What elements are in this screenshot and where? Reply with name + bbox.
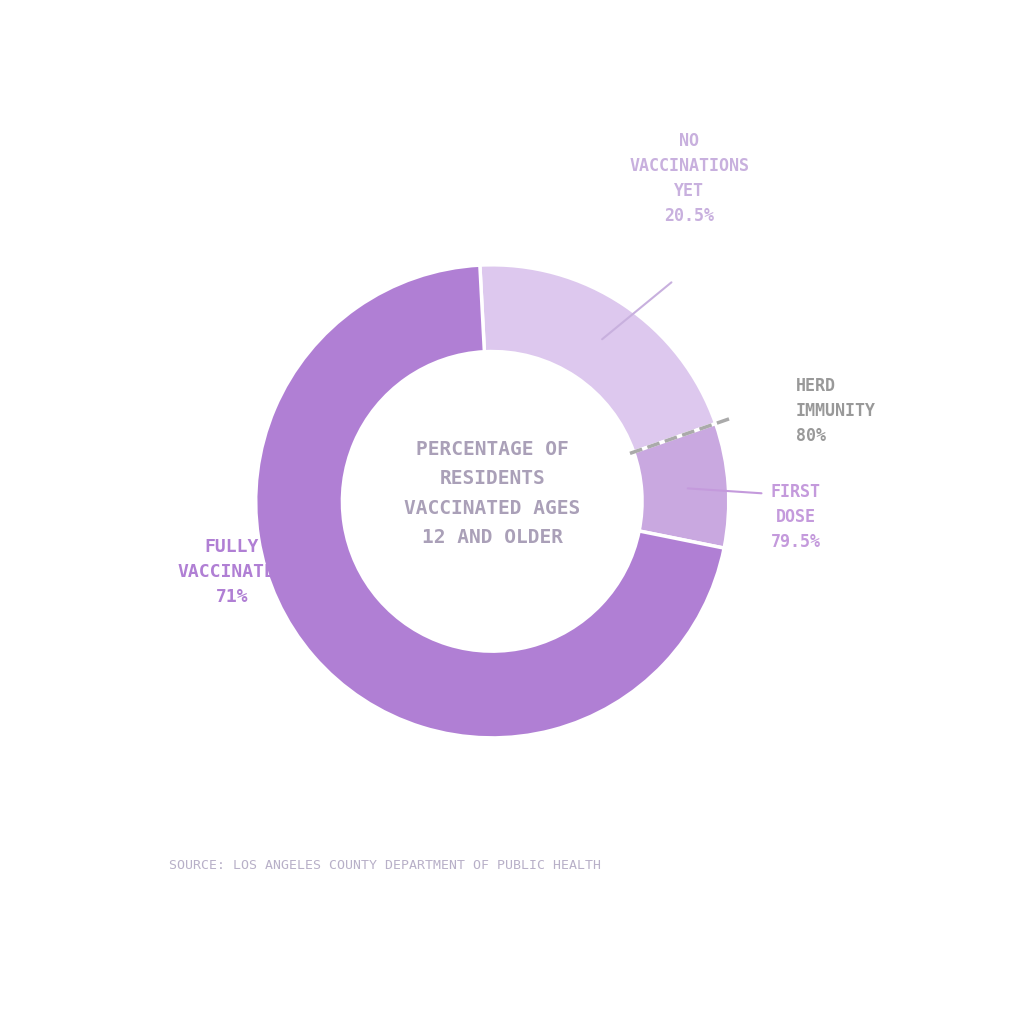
Wedge shape [634,424,729,548]
Wedge shape [480,265,715,452]
Text: PERCENTAGE OF
RESIDENTS
VACCINATED AGES
12 AND OLDER: PERCENTAGE OF RESIDENTS VACCINATED AGES … [404,439,580,547]
Text: FIRST
DOSE
79.5%: FIRST DOSE 79.5% [771,483,821,551]
Text: NO
VACCINATIONS
YET
20.5%: NO VACCINATIONS YET 20.5% [630,132,749,225]
Text: SOURCE: LOS ANGELES COUNTY DEPARTMENT OF PUBLIC HEALTH: SOURCE: LOS ANGELES COUNTY DEPARTMENT OF… [169,859,601,872]
Text: FULLY
VACCINATED
71%: FULLY VACCINATED 71% [178,539,286,606]
Wedge shape [256,265,725,738]
Text: HERD
IMMUNITY
80%: HERD IMMUNITY 80% [796,377,876,444]
